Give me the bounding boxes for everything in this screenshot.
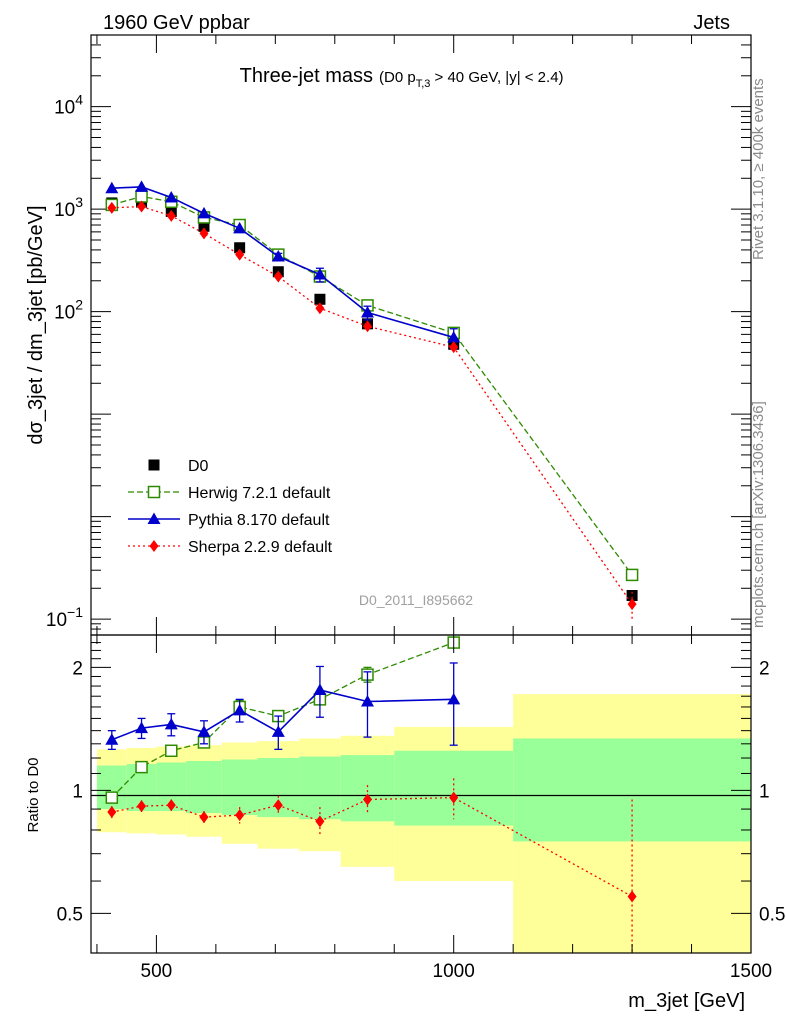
data-point — [199, 227, 209, 240]
data-point — [233, 221, 247, 234]
ratio-y-tick-label: 2 — [72, 658, 83, 679]
ratio-y-tick-label: 0.5 — [57, 904, 83, 925]
plot-title: Three-jet mass — [240, 65, 373, 87]
data-point — [314, 293, 326, 305]
legend-marker — [147, 485, 161, 499]
legend-marker — [149, 540, 159, 552]
x-tick-label: 1500 — [730, 961, 772, 982]
data-point — [360, 306, 374, 318]
x-tick-label: 1000 — [433, 961, 475, 982]
ratio-point — [137, 800, 147, 813]
data-point — [234, 242, 246, 254]
data-point — [164, 190, 178, 203]
band-stat — [221, 759, 258, 816]
ratio-point — [447, 692, 461, 705]
ratio-point — [627, 890, 637, 903]
ratio-point — [199, 811, 209, 824]
ratio-y-tick-label-right: 0.5 — [759, 904, 785, 925]
mcplots-label: mcplots.cern.ch [arXiv:1306.3436] — [750, 401, 767, 628]
header-right: Jets — [693, 12, 730, 34]
ratio-point — [313, 683, 327, 696]
legend-label: Pythia 8.170 default — [188, 512, 330, 529]
data-point — [447, 330, 461, 343]
data-point — [135, 180, 149, 192]
legend-label: Herwig 7.2.1 default — [188, 485, 331, 502]
data-point — [626, 590, 638, 602]
ratio-y-tick-label-right: 1 — [759, 781, 770, 802]
data-point — [135, 190, 148, 203]
ratio-tick-labels: 0.5 0.5 1 1 2 2 500 1000 1500 — [57, 658, 786, 982]
ratio-uncertainty-bands — [96, 694, 751, 953]
ratio-point — [135, 760, 148, 774]
ratio-series — [105, 636, 637, 953]
band-stat — [186, 761, 222, 814]
main-panel: 104 103 102 10−1 dσ_3jet / dm_3jet [pb/GeV]… — [25, 34, 752, 636]
data-point — [627, 598, 637, 611]
ratio-line-0 — [111, 641, 454, 799]
band-stat — [394, 750, 514, 826]
main-y-axis-label: dσ_3jet / dm_3jet [pb/GeV] — [25, 205, 47, 444]
legend: D0 Herwig 7.2.1 default Pythia 8.170 defau… — [128, 458, 333, 556]
ratio-point — [166, 799, 176, 812]
data-point — [625, 568, 639, 582]
ratio-point — [105, 733, 119, 745]
data-point — [107, 201, 117, 214]
ratio-panel: 0.5 0.5 1 1 2 2 500 1000 1500 Ratio to D0 m_3jet… — [25, 634, 786, 1012]
data-point — [197, 206, 211, 219]
ratio-frame — [90, 634, 752, 954]
ratio-point — [107, 806, 117, 819]
header-left: 1960 GeV ppbar — [103, 12, 250, 34]
data-point — [313, 268, 327, 280]
ratio-point — [197, 725, 211, 737]
band-stat — [513, 738, 751, 842]
data-point — [273, 270, 283, 283]
ratio-point — [360, 695, 374, 707]
main-y-tick-labels: 104 103 102 10−1 — [46, 92, 83, 631]
main-series — [105, 180, 639, 622]
legend-label: Sherpa 2.2.9 default — [188, 539, 333, 556]
ratio-point — [449, 791, 459, 804]
ratio-line-2 — [111, 796, 633, 898]
legend-marker — [147, 512, 161, 524]
data-point — [315, 302, 325, 315]
data-point — [235, 248, 245, 261]
series-line-3 — [111, 205, 633, 605]
ratio-point — [273, 799, 283, 812]
y-tick-label: 10−1 — [46, 604, 83, 631]
ratio-point — [315, 815, 325, 828]
series-line-2 — [111, 186, 454, 339]
rivet-label: Rivet 3.1.10, ≥ 400k events — [750, 78, 767, 260]
plot-subtitle: (D0 pT,3 > 40 GeV, |y| < 2.4) — [379, 69, 564, 90]
ratio-point — [235, 809, 245, 822]
data-point — [105, 181, 119, 194]
legend-marker — [148, 459, 160, 471]
ratio-point — [165, 744, 178, 758]
data-point — [137, 200, 147, 213]
analysis-watermark: D0_2011_I895662 — [359, 592, 473, 608]
data-point — [449, 341, 459, 354]
x-tick-label: 500 — [141, 961, 173, 982]
ratio-point — [135, 721, 149, 734]
ratio-y-tick-label-right: 2 — [759, 658, 770, 679]
series-line-1 — [111, 195, 633, 576]
ratio-point — [362, 793, 372, 806]
ratio-y-axis-label: Ratio to D0 — [25, 757, 42, 832]
ratio-point — [271, 725, 285, 737]
data-point — [198, 220, 210, 232]
legend-label: D0 — [188, 458, 209, 475]
ratio-point — [233, 703, 247, 716]
main-axis-ticks — [91, 34, 752, 636]
x-axis-label: m_3jet [GeV] — [628, 990, 745, 1012]
ratio-y-tick-label: 1 — [72, 781, 83, 802]
y-tick-label: 103 — [54, 194, 83, 221]
data-point — [362, 320, 372, 333]
data-point — [166, 209, 176, 222]
ratio-point — [164, 717, 178, 730]
y-tick-label: 102 — [54, 297, 83, 324]
data-point — [271, 250, 285, 262]
ratio-point — [105, 791, 119, 804]
band-stat — [299, 756, 341, 820]
y-tick-label: 104 — [54, 92, 83, 119]
